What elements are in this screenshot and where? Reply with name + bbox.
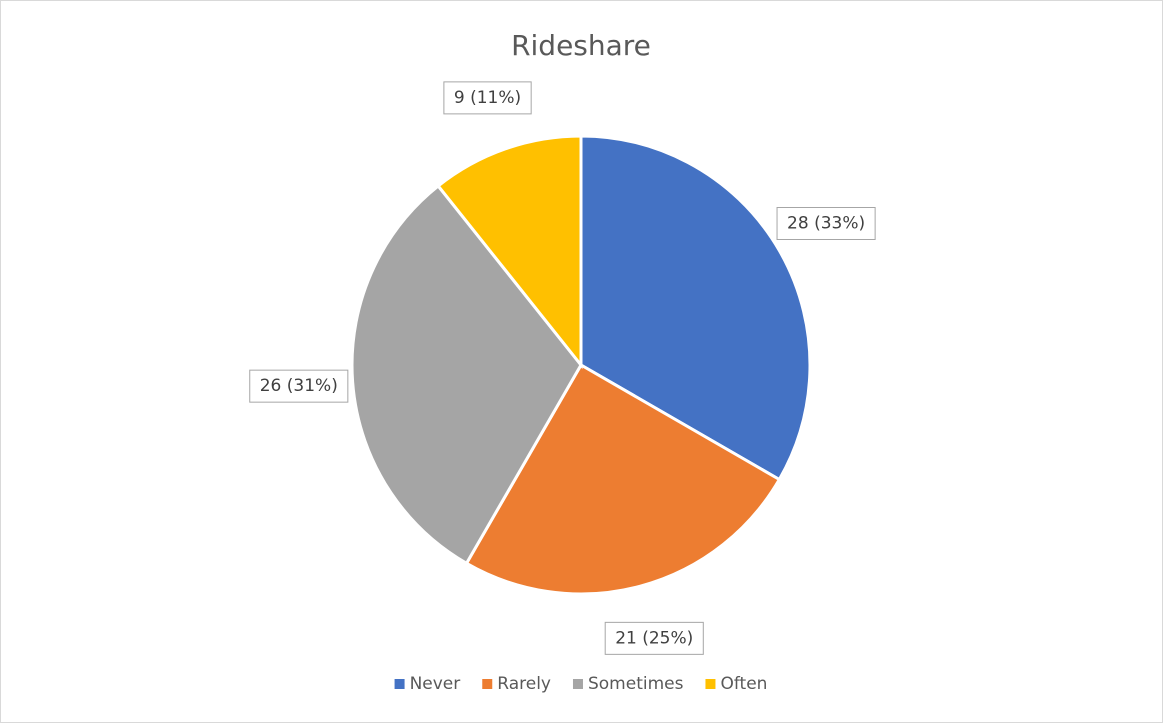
data-label-text: 28 (33%) bbox=[787, 214, 865, 234]
legend-label: Often bbox=[720, 674, 767, 694]
legend-swatch bbox=[482, 679, 493, 689]
data-label: 21 (25%) bbox=[604, 621, 704, 655]
data-label-box bbox=[249, 369, 349, 403]
data-label-text: 26 (31%) bbox=[260, 376, 338, 396]
legend: Never Rarely Sometimes Often bbox=[394, 674, 767, 694]
legend-swatch bbox=[572, 679, 583, 689]
pie-slice bbox=[464, 362, 782, 596]
data-label-box bbox=[443, 81, 532, 115]
legend-label: Sometimes bbox=[588, 674, 684, 694]
pie-slice bbox=[350, 183, 583, 566]
legend-swatch bbox=[394, 679, 405, 689]
data-label-box bbox=[604, 621, 704, 655]
chart-title: Rideshare bbox=[511, 29, 651, 62]
data-label-box bbox=[776, 207, 876, 240]
data-label: 28 (33%) bbox=[776, 207, 876, 240]
pie-slice bbox=[579, 134, 812, 482]
data-label-text: 21 (25%) bbox=[615, 628, 693, 648]
legend-label: Rarely bbox=[497, 674, 551, 694]
data-label-text: 9 (11%) bbox=[454, 88, 521, 108]
pie-slice bbox=[436, 134, 583, 370]
data-label: 9 (11%) bbox=[443, 81, 532, 115]
legend-swatch bbox=[705, 679, 716, 689]
data-label: 26 (31%) bbox=[249, 369, 349, 403]
legend-label: Never bbox=[410, 674, 461, 694]
